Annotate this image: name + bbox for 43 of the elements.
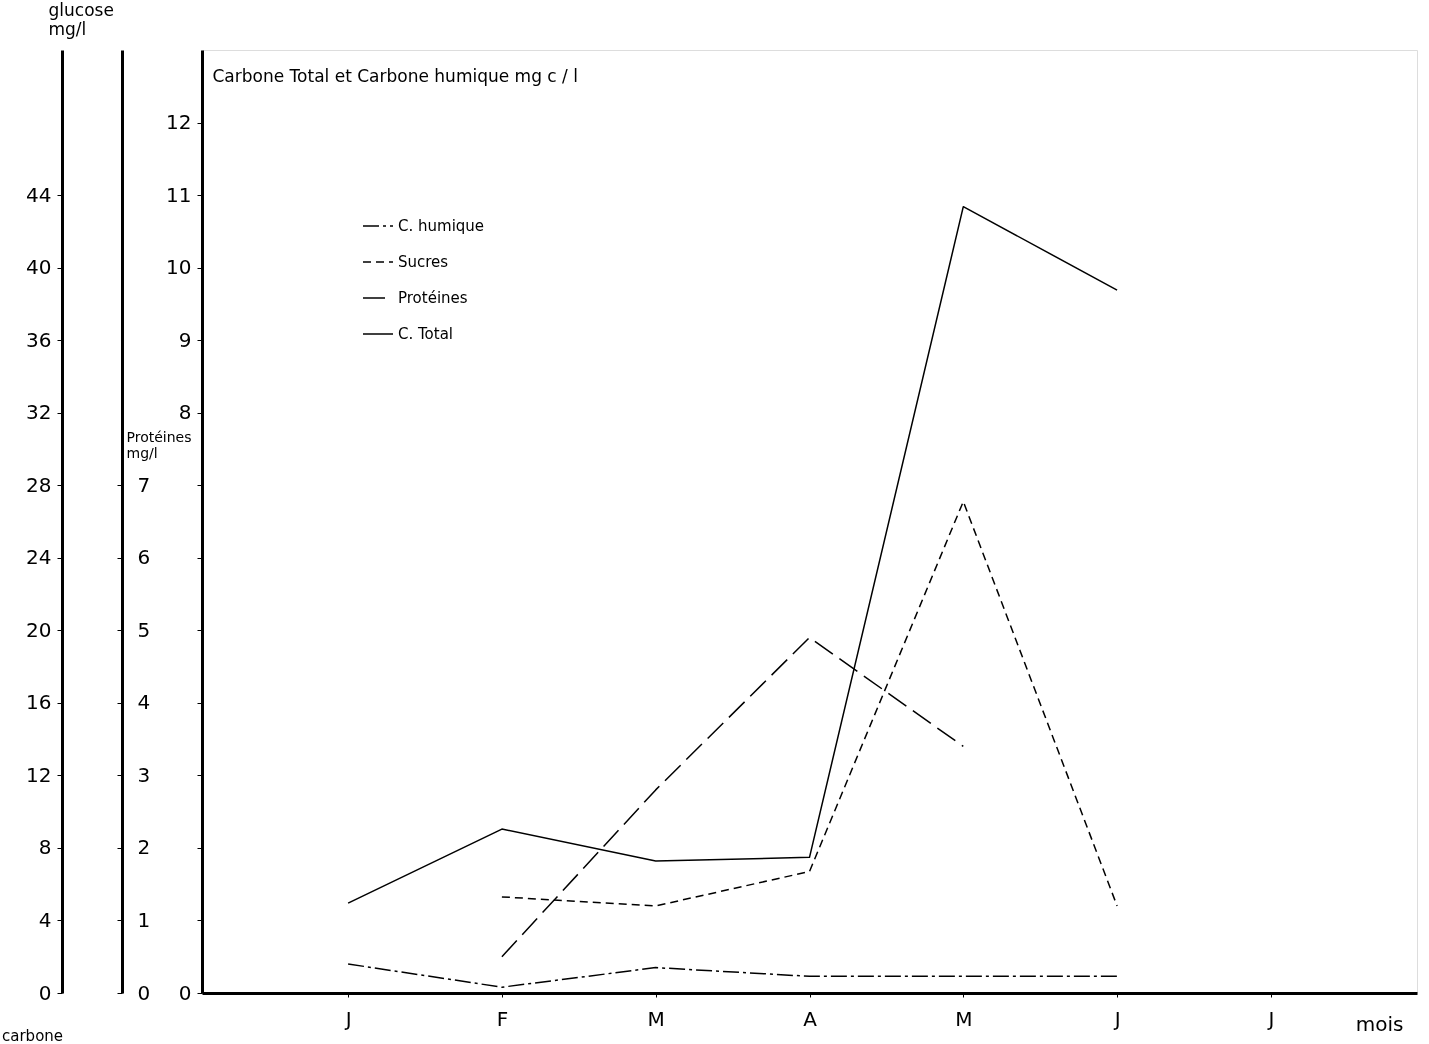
y2-tick-label: 6	[137, 545, 151, 570]
y-tick-label: 9	[178, 327, 192, 352]
y2-tick-label: 3	[137, 762, 151, 787]
y-axis-title: Carbone Total et Carbone humique mg c / l	[212, 65, 578, 86]
y3-tick-label: 36	[26, 327, 52, 352]
y3-tick-label: 44	[26, 182, 52, 207]
y2-axis-title: Protéines mg/l	[126, 428, 192, 461]
y-tick-label: 8	[178, 400, 192, 425]
y2-tick-label: 7	[137, 472, 151, 497]
y2-tick-label: 0	[137, 980, 151, 1005]
y-tick-label: 12	[166, 110, 192, 135]
y2-tick-label: 1	[137, 907, 151, 932]
line-series	[347, 963, 1118, 988]
legend-label: C. Total	[398, 325, 454, 343]
legend-label: Sucres	[398, 253, 449, 271]
y3-tick-label: 8	[38, 835, 52, 860]
y2-tick-label: 2	[137, 835, 151, 860]
y3-axis-title: glucose mg/l	[48, 0, 114, 39]
x-tick-label: J	[1266, 1006, 1275, 1031]
x-tick-label: J	[343, 1006, 352, 1031]
x-axis-title: mois	[1355, 1011, 1404, 1036]
legend-label: Protéines	[398, 289, 468, 307]
x-tick-label: A	[803, 1006, 818, 1031]
y3-tick-label: 0	[38, 980, 52, 1005]
y-tick-label: 0	[178, 980, 192, 1005]
y3-tick-label: 12	[26, 762, 52, 787]
y3-tick-label: 40	[26, 255, 52, 280]
x-tick-label: J	[1112, 1006, 1121, 1031]
y3-tick-label: 4	[38, 907, 52, 932]
y3-tick-label: 16	[26, 690, 52, 715]
legend-label: C. humique	[398, 217, 485, 235]
y-tick-label: 10	[166, 255, 192, 280]
y2-tick-label: 4	[137, 690, 151, 715]
y3-tick-label: 28	[26, 472, 52, 497]
y2-tick-label: 5	[137, 617, 151, 642]
y3-tick-label: 20	[26, 617, 52, 642]
y-tick-label: 11	[166, 182, 192, 207]
x-tick-label: F	[496, 1006, 509, 1031]
x-tick-label: M	[647, 1006, 665, 1031]
x-tick-label: M	[955, 1006, 973, 1031]
y3-tick-label: 24	[26, 545, 52, 570]
y3-tick-label: 32	[26, 400, 52, 425]
text: carbone	[2, 1027, 64, 1044]
